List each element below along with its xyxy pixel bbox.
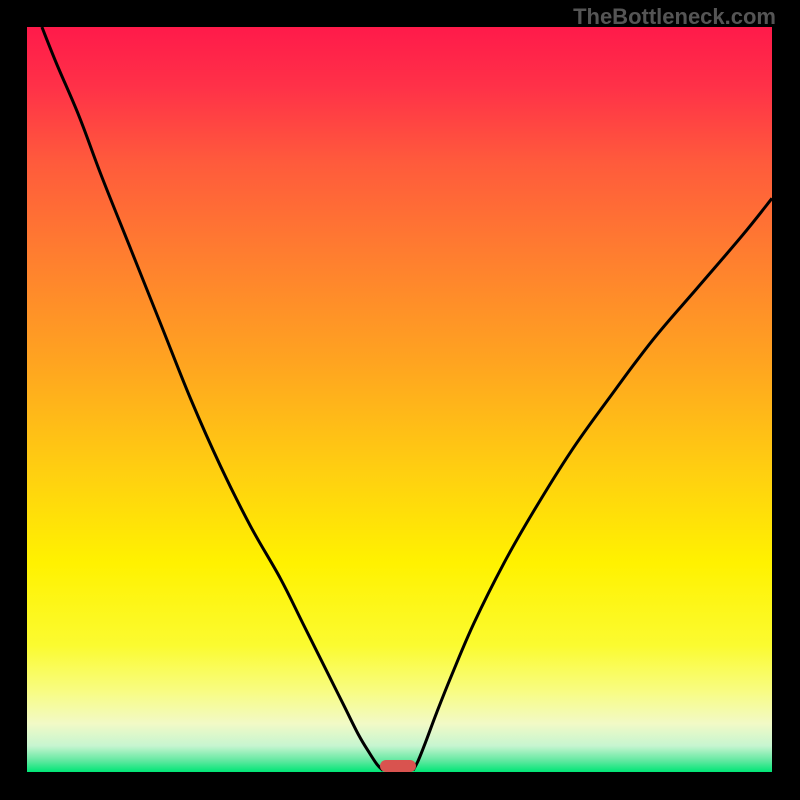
watermark-text: TheBottleneck.com <box>573 4 776 30</box>
notch-marker <box>380 760 416 772</box>
bottleneck-curve <box>27 27 772 772</box>
plot-area <box>27 27 772 772</box>
